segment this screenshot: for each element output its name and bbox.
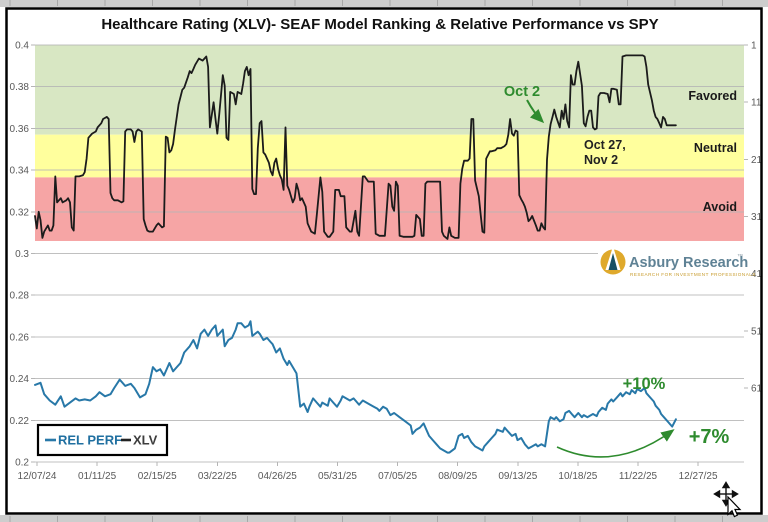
x-axis-label: 12/27/25 [679,471,718,482]
gain-curve-arrow [556,429,675,458]
x-axis-label: 01/11/25 [78,471,117,482]
legend: REL PERF XLV [36,423,169,457]
move-cursor-icon [713,481,742,518]
x-axis-label: 02/15/25 [138,471,177,482]
legend-box [36,423,169,457]
brand-logo: Asbury Research ™ RESEARCH FOR INVESTMEN… [598,245,756,281]
legend-xlv-label: XLV [133,433,158,448]
edge-strip-ticks [9,0,723,522]
series-line-rel-perf [34,320,677,454]
data-series [34,54,677,454]
axis-labels: 0.4 0.38 0.36 0.34 0.32 0.3 0.28 0.26 0.24 0.22 0.… [10,41,763,483]
oct2-arrow [526,99,545,124]
y-axis-left-label: 0.36 [10,124,30,135]
y-axis-right-label: 61 [751,384,763,395]
oct2-annotation: Oct 2 [504,84,540,100]
current-gain-annotation: +7% [689,426,730,448]
legend-relperf-label: REL PERF [58,433,122,448]
y-axis-left-label: 0.3 [15,249,29,260]
chart-title: Healthcare Rating (XLV)- SEAF Model Rank… [101,16,658,33]
zone-label-favored: Favored [688,89,737,103]
y-axis-left-label: 0.22 [10,416,30,427]
brand-trademark: ™ [737,253,743,260]
chart-border [5,7,763,515]
x-axis-label: 07/05/25 [378,471,417,482]
y-axis-right-label: 51 [751,326,763,337]
y-axis-left-label: 0.28 [10,291,30,302]
bottom-edge-strip [0,515,768,522]
y-axis-left-label: 0.2 [15,458,29,469]
x-axis-label: 03/22/25 [198,471,237,482]
zone-band-favored [35,45,744,135]
y-axis-right-label: 21 [751,155,763,166]
x-axis-label: 11/22/25 [619,471,658,482]
x-axis-label: 08/09/25 [438,471,477,482]
x-axis-label: 10/18/25 [558,471,597,482]
zone-label-avoid: Avoid [703,200,737,214]
brand-logo-icon [600,246,626,275]
oct27-annotation-line1: Oct 27, [584,138,626,152]
y-axis-right-label: 41 [751,269,763,280]
y-axis-right-label: 11 [751,98,762,109]
annotations: Oct 2 Oct 27, Nov 2 +10% +7% [504,84,730,458]
y-axis-left-label: 0.38 [10,82,30,93]
nov2-annotation-line2: Nov 2 [584,153,618,167]
zone-label-neutral: Neutral [694,141,737,155]
zone-band-avoid [35,177,744,241]
y-axis-left-label: 0.4 [15,41,29,52]
gridlines [31,44,748,466]
brand-name: Asbury Research [629,255,748,271]
top-edge-strip [0,0,768,7]
y-axis-left-label: 0.24 [10,374,30,385]
y-axis-left-label: 0.32 [10,207,30,218]
peak-gain-annotation: +10% [623,375,666,393]
x-axis-label: 12/07/24 [18,471,57,482]
y-axis-left-label: 0.34 [10,166,30,177]
x-axis-label: 09/13/25 [498,471,537,482]
series-line-xlv [34,54,677,240]
brand-tagline: RESEARCH FOR INVESTMENT PROFESSIONALS [630,272,756,277]
x-axis-label: 05/31/25 [318,471,357,482]
y-axis-left-label: 0.26 [10,332,30,343]
y-axis-right-label: 31 [751,212,763,223]
y-axis-right-label: 1 [751,41,757,52]
x-axis-label: 04/26/25 [258,471,297,482]
